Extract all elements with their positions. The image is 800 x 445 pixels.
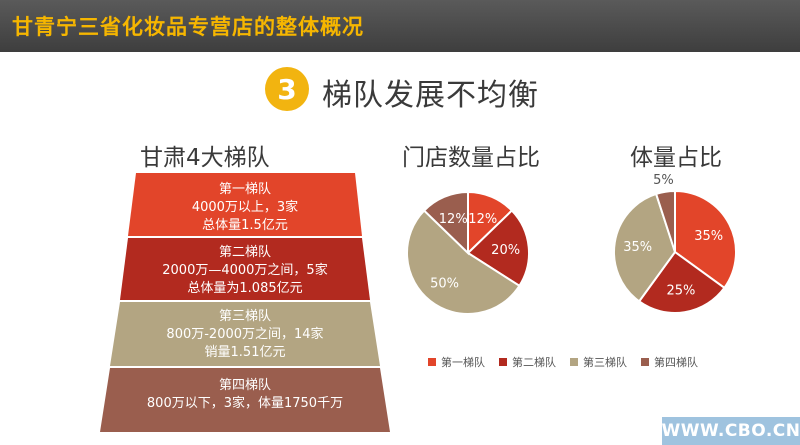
tier-1-text: 第一梯队 4000万以上，3家 总体量1.5亿元 — [60, 181, 430, 235]
tier-2-line-3: 总体量为1.085亿元 — [187, 281, 303, 296]
tier-3-text: 第三梯队 800万-2000万之间，14家 销量1.51亿元 — [60, 308, 430, 362]
tier-3-line-3: 销量1.51亿元 — [204, 345, 286, 360]
legend-swatch — [570, 358, 578, 366]
volume-pie-title: 体量占比 — [630, 145, 722, 171]
header-title: 甘青宁三省化妆品专营店的整体概况 — [12, 15, 364, 39]
tier-2-text: 第二梯队 2000万—4000万之间，5家 总体量为1.085亿元 — [60, 244, 430, 298]
pie-data-label-2: 25% — [666, 283, 695, 298]
legend-swatch — [499, 358, 507, 366]
legend-item: 第四梯队 — [641, 354, 698, 370]
pie-slice-4 — [422, 190, 469, 256]
header-bar: 甘青宁三省化妆品专营店的整体概况 — [0, 0, 800, 52]
tier-1-line-1: 第一梯队 — [218, 182, 271, 197]
legend-item: 第二梯队 — [499, 354, 556, 370]
tier-4-line-1: 第四梯队 — [218, 378, 271, 393]
legend-label: 第一梯队 — [441, 356, 485, 369]
tier-4-band — [100, 368, 390, 432]
pie-data-label-4: 5% — [653, 173, 674, 188]
tier-2-line-1: 第二梯队 — [218, 245, 271, 260]
pie-slice-2 — [466, 209, 530, 288]
legend-item: 第一梯队 — [428, 354, 485, 370]
legend-label: 第二梯队 — [512, 356, 556, 369]
tier-4-text: 第四梯队 800万以下，3家，体量1750千万 — [60, 377, 430, 413]
pie-data-label-3: 50% — [430, 277, 459, 292]
tier-2-band — [120, 238, 370, 300]
pie-slice-2 — [637, 250, 726, 314]
watermark: WWW.CBO.CN — [662, 417, 800, 445]
pie-data-label-1: 35% — [694, 229, 723, 244]
tier-3-band — [110, 302, 380, 366]
section-number-badge: 3 — [265, 67, 309, 111]
tier-3-line-2: 800万-2000万之间，14家 — [166, 327, 324, 342]
pie-slice-3 — [613, 192, 677, 303]
tier-1-band — [128, 173, 362, 236]
tier-4-line-2: 800万以下，3家，体量1750千万 — [146, 396, 344, 411]
legend-swatch — [428, 358, 436, 366]
tier-2-line-2: 2000万—4000万之间，5家 — [162, 263, 328, 278]
tier-1-line-3: 总体量1.5亿元 — [202, 218, 288, 233]
legend-swatch — [641, 358, 649, 366]
pie-data-label-4: 12% — [439, 212, 468, 227]
pie-legend: 第一梯队 第二梯队 第三梯队 第四梯队 — [428, 352, 748, 372]
pie-data-label-3: 35% — [623, 240, 652, 255]
pie-slice-4 — [654, 189, 676, 253]
section-title: 梯队发展不均衡 — [322, 78, 539, 113]
tier-3-line-1: 第三梯队 — [218, 309, 271, 324]
pie-data-label-1: 12% — [468, 212, 497, 227]
tier-1-line-2: 4000万以上，3家 — [191, 200, 299, 215]
legend-label: 第四梯队 — [654, 356, 698, 369]
pie-data-label-2: 20% — [491, 243, 520, 258]
pie-slice-3 — [406, 209, 521, 315]
legend-label: 第三梯队 — [583, 356, 627, 369]
legend-item: 第三梯队 — [570, 354, 627, 370]
pie-slice-1 — [674, 189, 737, 290]
store-count-pie-title: 门店数量占比 — [402, 145, 540, 171]
pyramid-title: 甘肃4大梯队 — [140, 145, 270, 171]
